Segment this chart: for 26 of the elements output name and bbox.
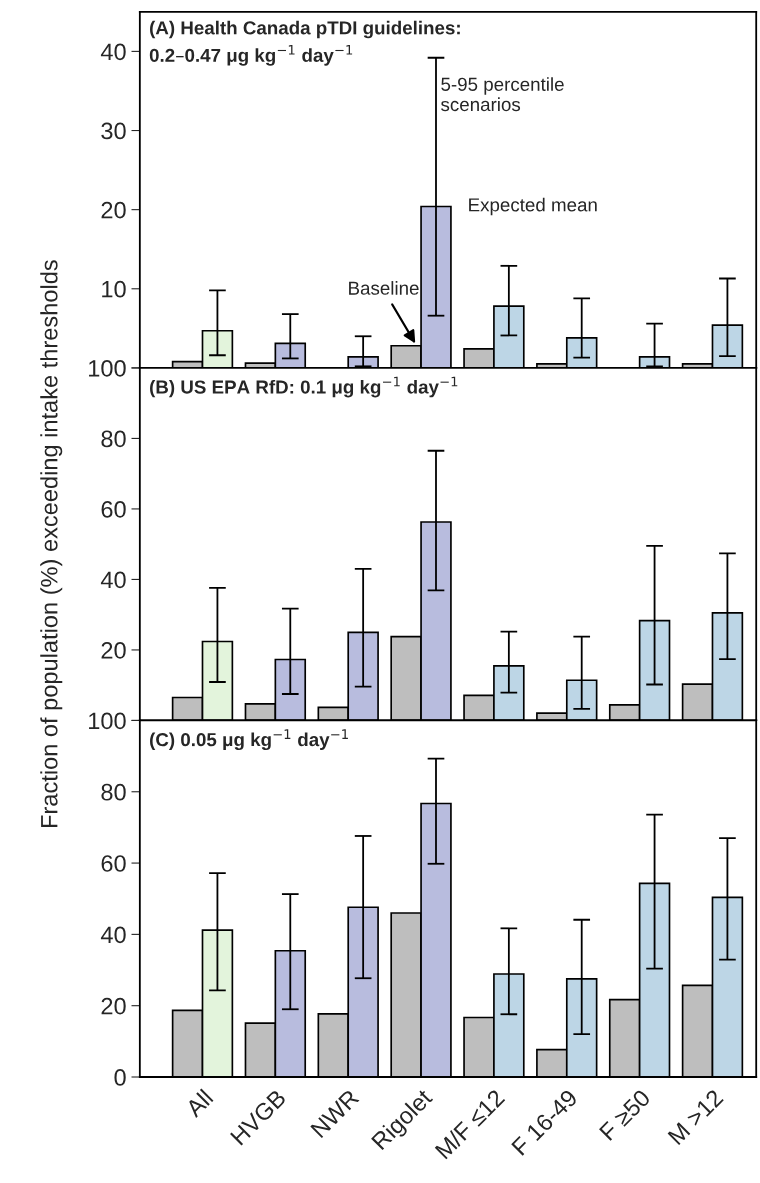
y-axis-title: Fraction of population (%) exceeding intake thresholds <box>40 260 63 828</box>
y-tick-label: 20 <box>101 997 126 1015</box>
y-tick-label: 40 <box>100 43 126 61</box>
y-tick-label: 80 <box>101 430 126 448</box>
x-tick-label: F ≥50 <box>598 1088 652 1141</box>
text: (A) Health Canada pTDI guidelines: 0.2–0.47 μg kg$^{−1}$ day$^{−1}$ <box>149 20 460 66</box>
x-tick-label: M >12 <box>667 1088 724 1146</box>
annotation: Baseline <box>349 281 419 295</box>
text: (C) 0.05 μg kg$^{−1}$ day$^{−1}$ <box>150 729 348 751</box>
y-tick-label: 30 <box>101 122 126 140</box>
text: (B) US EPA RfD: 0.1 μg kg$^{−1}$ day$^{−1}$ <box>150 376 458 398</box>
y-tick-label: 100 <box>89 359 126 377</box>
y-tick-label: 60 <box>101 500 126 518</box>
y-tick-label: 40 <box>100 571 126 589</box>
y-tick-label: 20 <box>101 201 126 219</box>
x-tick-label: M/F ≤12 <box>434 1088 506 1160</box>
y-tick-label: 40 <box>100 926 126 944</box>
y-tick-label: 60 <box>101 855 126 872</box>
y-tick-label: 0 <box>114 1069 126 1086</box>
x-tick-label: All <box>183 1088 214 1119</box>
y-tick-label: 10 <box>102 280 126 298</box>
y-tick-label: 80 <box>101 783 126 801</box>
annotation: 5-95 percentile scenarios <box>441 77 564 112</box>
y-tick-label: 20 <box>101 642 126 659</box>
annotation: Expected mean <box>469 197 597 216</box>
y-tick-label: 100 <box>89 712 126 730</box>
